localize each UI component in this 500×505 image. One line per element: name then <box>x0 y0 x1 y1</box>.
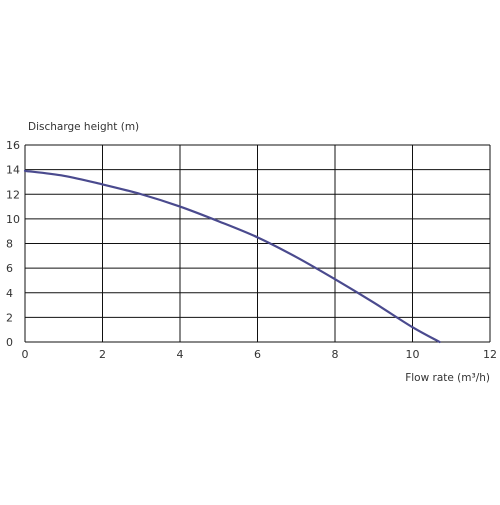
x-tick-label: 2 <box>99 348 106 361</box>
x-axis-title: Flow rate (m³/h) <box>405 372 490 384</box>
performance-curve <box>23 169 441 344</box>
y-axis-title: Discharge height (m) <box>28 121 139 133</box>
x-tick-label: 10 <box>406 348 420 361</box>
x-tick-label: 0 <box>22 348 29 361</box>
x-tick-label: 12 <box>483 348 497 361</box>
curve-layer <box>23 169 441 344</box>
grid <box>24 144 491 343</box>
y-tick-label: 12 <box>6 188 20 201</box>
y-tick-label: 10 <box>6 213 20 226</box>
x-tick-labels: 0 2 4 6 8 10 12 <box>22 348 498 361</box>
x-tick-label: 4 <box>177 348 184 361</box>
y-tick-label: 4 <box>6 287 13 300</box>
y-tick-label: 0 <box>6 336 13 349</box>
y-tick-label: 8 <box>6 238 13 251</box>
x-tick-label: 8 <box>332 348 339 361</box>
y-tick-label: 2 <box>6 311 13 324</box>
y-tick-label: 14 <box>6 164 20 177</box>
y-tick-label: 16 <box>6 139 20 152</box>
x-tick-label: 6 <box>254 348 261 361</box>
y-tick-label: 6 <box>6 262 13 275</box>
y-tick-labels: 0 2 4 6 8 10 12 14 16 <box>6 139 20 349</box>
